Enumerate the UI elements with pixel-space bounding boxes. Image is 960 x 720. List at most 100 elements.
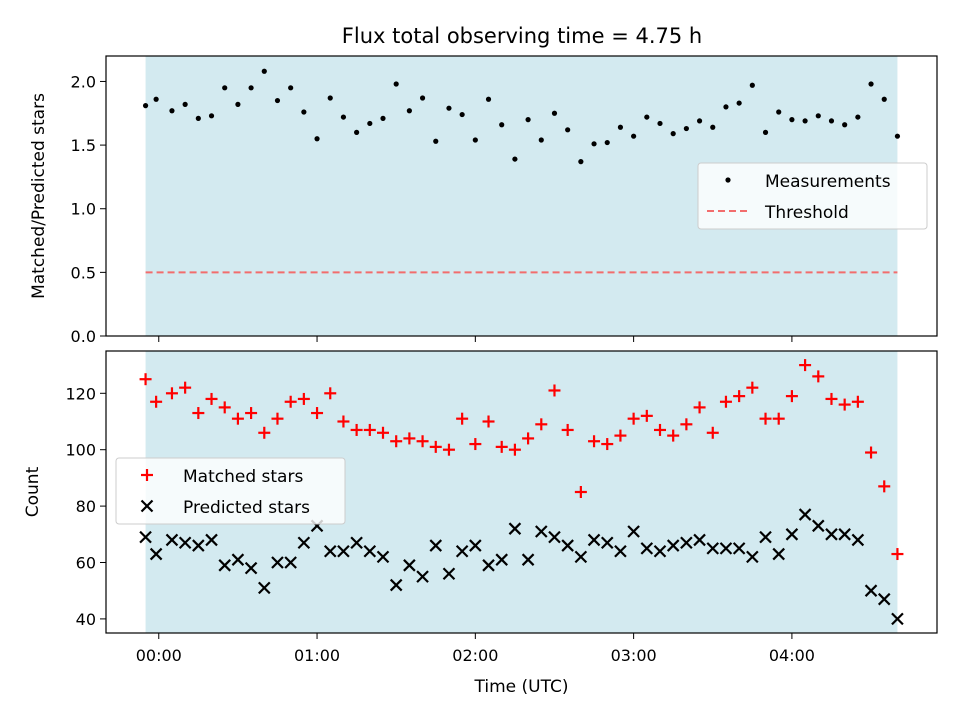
- matched-star-point: [139, 373, 152, 386]
- predicted-star-point: [495, 553, 508, 566]
- matched-star-point: [799, 359, 812, 372]
- predicted-star-point: [429, 539, 443, 552]
- matched-star-point: [179, 381, 192, 394]
- predicted-star-point: [297, 536, 311, 550]
- predicted-star-point: [587, 533, 601, 547]
- y-tick-label: 0.0: [71, 327, 96, 346]
- measurement-point: [208, 113, 215, 119]
- count-panel: 40 60 80 100 120 00:00 01:00 02:00 03:00 04:00 C…: [23, 350, 938, 697]
- measurement-point: [314, 136, 320, 142]
- measurement-point: [153, 96, 159, 102]
- y-tick-label: 2.0: [71, 72, 96, 91]
- matched-star-point: [403, 432, 416, 445]
- measurement-point: [591, 141, 597, 147]
- y-axis-label-ratio: Matched/Predicted stars: [29, 93, 49, 299]
- predicted-star-point: [442, 567, 456, 581]
- matched-star-point: [271, 412, 284, 425]
- measurement-point: [604, 139, 610, 146]
- matched-star-point: [456, 412, 469, 425]
- predicted-star-point: [205, 533, 218, 547]
- matched-star-point: [588, 435, 601, 448]
- predicted-star-point: [389, 578, 403, 592]
- predicted-star-point: [838, 528, 851, 541]
- matched-star-point: [891, 548, 904, 561]
- matched-star-point: [350, 423, 363, 436]
- x-tick-label: 00:00: [136, 646, 182, 665]
- predicted-star-point: [706, 542, 720, 555]
- predicted-star-point: [614, 544, 627, 558]
- measurement-point: [617, 124, 624, 130]
- y-tick-label: 1.5: [71, 136, 96, 155]
- predicted-star-point: [798, 508, 812, 521]
- predicted-star-point: [363, 544, 377, 558]
- predicted-star-point: [825, 528, 838, 541]
- measurement-point: [274, 97, 281, 104]
- y-tick-label: 0.5: [71, 263, 96, 282]
- measurement-point: [301, 109, 307, 115]
- matched-star-point: [825, 392, 838, 405]
- measurement-point: [723, 104, 729, 110]
- predicted-star-point: [746, 550, 759, 564]
- x-tick-label: 02:00: [452, 646, 498, 665]
- legend-plus: [141, 469, 153, 481]
- matched-star-point: [522, 432, 535, 445]
- measurement-point: [670, 131, 676, 137]
- legend-label-threshold: Threshold: [764, 203, 849, 223]
- predicted-star-point: [759, 530, 772, 544]
- matched-star-point: [377, 426, 389, 439]
- measurement-point: [525, 117, 531, 123]
- measurement-point: [222, 85, 228, 91]
- predicted-star-point: [218, 559, 231, 572]
- legend-label-measurements: Measurements: [765, 172, 891, 192]
- measurement-point: [578, 159, 584, 165]
- matched-star-point: [772, 412, 785, 425]
- matched-star-point: [390, 435, 403, 448]
- matched-star-point: [442, 443, 455, 456]
- measurement-point: [261, 68, 267, 74]
- matched-star-point: [482, 415, 495, 428]
- matched-star-point: [284, 395, 297, 408]
- measurement-point: [235, 101, 241, 107]
- measurement-point: [762, 129, 769, 135]
- matched-star-point: [706, 426, 719, 439]
- predicted-star-point: [719, 542, 733, 555]
- predicted-star-point: [535, 525, 548, 538]
- predicted-star-point: [877, 592, 891, 606]
- predicted-star-point: [666, 539, 680, 552]
- legend-x: [140, 499, 154, 513]
- measurement-point: [446, 105, 452, 111]
- predicted-star-point: [732, 542, 746, 555]
- predicted-star-point: [561, 539, 574, 552]
- measurement-point: [327, 95, 333, 101]
- measurement-point: [288, 85, 294, 91]
- measurement-point: [485, 96, 492, 102]
- predicted-star-point: [574, 550, 588, 564]
- predicted-star-point: [640, 542, 654, 555]
- matched-star-point: [192, 407, 205, 420]
- y-tick-label: 60: [76, 554, 96, 573]
- matched-star-point: [878, 480, 891, 493]
- matched-star-point: [218, 401, 231, 414]
- matched-star-point: [508, 443, 521, 456]
- predicted-star-point: [149, 547, 163, 561]
- predicted-star-point: [851, 533, 865, 547]
- predicted-star-point: [139, 530, 152, 544]
- measurement-point: [142, 103, 149, 109]
- matched-star-point: [258, 426, 271, 439]
- measurement-point: [195, 115, 201, 121]
- measurement-point: [842, 122, 848, 128]
- matched-star-point: [574, 486, 587, 498]
- matched-star-point: [601, 438, 614, 451]
- matched-star-point: [297, 392, 310, 405]
- x-tick-label: 01:00: [294, 646, 340, 665]
- predicted-star-point: [785, 528, 799, 541]
- measurement-point: [815, 113, 821, 119]
- measurement-point: [776, 109, 782, 115]
- y-tick-label: 1.0: [71, 200, 96, 219]
- predicted-star-point: [455, 544, 469, 558]
- matched-star-point: [614, 429, 627, 442]
- matched-star-point: [469, 438, 482, 451]
- measurement-point: [499, 122, 505, 128]
- matched-star-point: [654, 423, 666, 436]
